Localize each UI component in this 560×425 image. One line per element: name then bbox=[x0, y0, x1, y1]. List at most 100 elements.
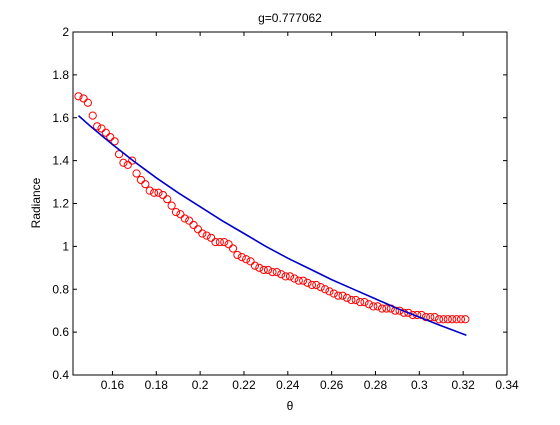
data-point bbox=[101, 128, 110, 137]
x-tick-label: 0.24 bbox=[276, 378, 300, 392]
y-tick-label: 1.6 bbox=[52, 111, 69, 125]
data-point bbox=[281, 272, 290, 281]
plot-area: 0.16 0.18 0.2 0.22 0.24 0.26 0.28 0.3 0.32 0.34 0.… bbox=[52, 25, 519, 392]
x-tick-label: 0.22 bbox=[232, 378, 256, 392]
y-tick-label: 0.6 bbox=[52, 325, 69, 339]
y-axis-label: Radiance bbox=[29, 177, 43, 228]
data-point bbox=[285, 272, 295, 281]
data-point bbox=[74, 92, 83, 101]
data-point bbox=[373, 302, 382, 311]
data-point bbox=[176, 210, 185, 219]
data-point bbox=[180, 214, 189, 223]
x-tick-label: 0.26 bbox=[320, 378, 344, 392]
data-point bbox=[145, 186, 154, 195]
data-point bbox=[382, 304, 391, 313]
data-point bbox=[377, 304, 387, 313]
data-point bbox=[338, 291, 347, 300]
data-point bbox=[408, 310, 417, 320]
data-point bbox=[312, 280, 321, 290]
axes-box bbox=[72, 31, 508, 376]
data-point bbox=[430, 313, 439, 322]
data-point bbox=[404, 308, 413, 317]
data-point bbox=[268, 268, 277, 277]
data-point bbox=[211, 237, 220, 247]
data-point bbox=[294, 276, 303, 285]
y-tick-label: 0.8 bbox=[52, 282, 69, 296]
data-point bbox=[224, 240, 233, 249]
data-point bbox=[255, 263, 264, 272]
data-point bbox=[233, 250, 242, 260]
data-point bbox=[150, 188, 159, 197]
data-point bbox=[461, 315, 470, 324]
data-point bbox=[246, 257, 255, 266]
data-point bbox=[163, 195, 172, 204]
data-point bbox=[136, 175, 146, 185]
y-tick-label: 1.2 bbox=[52, 197, 69, 211]
data-point bbox=[215, 237, 224, 247]
x-tick-label: 0.18 bbox=[145, 378, 169, 392]
x-tick-label: 0.34 bbox=[495, 378, 519, 392]
chart-title: g=0.777062 bbox=[258, 11, 322, 25]
data-point bbox=[228, 244, 238, 253]
data-point bbox=[272, 268, 281, 277]
data-point bbox=[171, 207, 181, 217]
data-point bbox=[167, 201, 176, 210]
data-point bbox=[334, 291, 343, 300]
data-point bbox=[189, 220, 198, 230]
data-point bbox=[439, 315, 448, 324]
data-point bbox=[198, 229, 207, 238]
y-tick-label: 1.8 bbox=[52, 68, 69, 82]
data-point bbox=[185, 216, 194, 225]
data-point bbox=[369, 302, 378, 311]
data-point bbox=[259, 265, 268, 275]
data-point bbox=[237, 252, 246, 262]
data-point bbox=[421, 313, 430, 322]
x-tick-label: 0.2 bbox=[192, 378, 209, 392]
data-point bbox=[299, 276, 308, 285]
data-point bbox=[193, 225, 203, 234]
x-tick-label: 0.28 bbox=[364, 378, 388, 392]
data-point bbox=[263, 265, 273, 275]
data-point bbox=[452, 315, 461, 324]
data-point bbox=[316, 283, 325, 292]
data-point bbox=[154, 188, 163, 197]
x-tick-label: 0.32 bbox=[451, 378, 475, 392]
data-point bbox=[119, 158, 128, 167]
data-point bbox=[242, 255, 251, 264]
data-point bbox=[443, 315, 452, 324]
data-point bbox=[93, 122, 102, 131]
y-tick-label: 1.4 bbox=[52, 154, 69, 168]
data-point bbox=[128, 156, 137, 165]
data-point bbox=[320, 285, 330, 294]
data-point bbox=[110, 137, 119, 146]
data-point bbox=[448, 315, 457, 324]
y-tick-label: 2 bbox=[62, 25, 69, 39]
data-point bbox=[307, 280, 317, 290]
data-point bbox=[132, 169, 141, 178]
data-point bbox=[456, 315, 466, 324]
x-tick-label: 0.16 bbox=[101, 378, 125, 392]
data-point bbox=[290, 274, 299, 283]
x-axis-label: θ bbox=[287, 399, 294, 413]
data-point bbox=[303, 278, 312, 287]
y-tick-label: 0.4 bbox=[52, 368, 69, 382]
data-point bbox=[434, 315, 444, 324]
data-point bbox=[97, 124, 106, 133]
data-point bbox=[329, 289, 338, 298]
data-point bbox=[351, 295, 360, 305]
data-point bbox=[206, 233, 216, 242]
data-point bbox=[88, 111, 97, 120]
data-point bbox=[356, 298, 365, 307]
data-point bbox=[141, 180, 150, 189]
data-point bbox=[364, 300, 374, 309]
fit-line bbox=[77, 115, 467, 337]
data-point bbox=[347, 295, 356, 305]
data-point bbox=[342, 293, 352, 302]
data-point bbox=[106, 132, 115, 142]
data-point bbox=[123, 160, 132, 170]
y-tick-label: 1 bbox=[62, 239, 69, 253]
data-point bbox=[325, 287, 334, 296]
data-point bbox=[277, 270, 286, 279]
